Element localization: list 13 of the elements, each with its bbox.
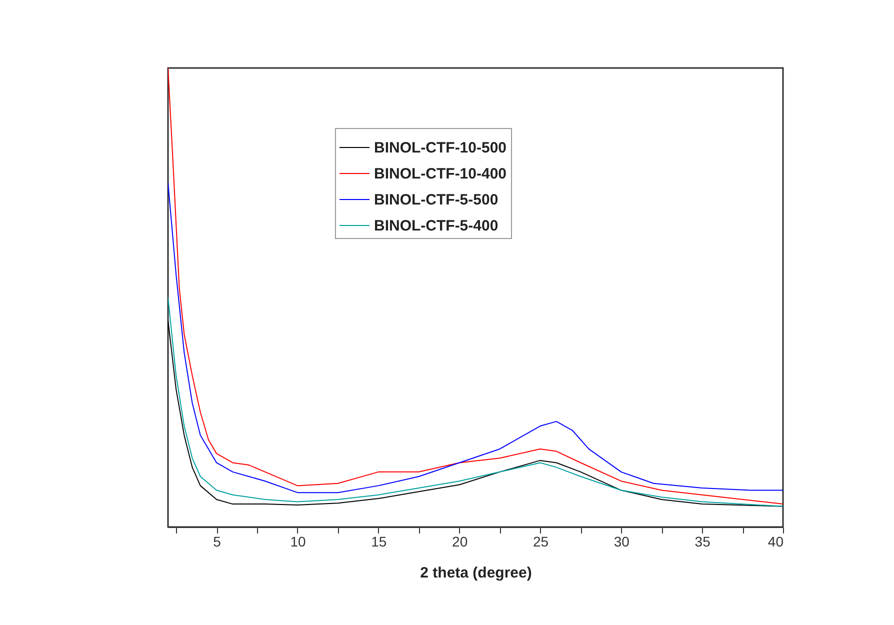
- x-tick-label: 25: [532, 534, 549, 550]
- x-tick-label: 35: [694, 534, 711, 550]
- x-tick-label: 15: [371, 534, 387, 550]
- legend-label: BINOL-CTF-10-500: [374, 140, 507, 156]
- x-tick-label: 10: [290, 534, 306, 550]
- legend-label: BINOL-CTF-5-500: [374, 192, 498, 208]
- x-axis-title: 2 theta (degree): [420, 564, 532, 582]
- legend-label: BINOL-CTF-10-400: [374, 166, 507, 182]
- x-tick-label: 5: [213, 534, 222, 550]
- legend-label: BINOL-CTF-5-400: [374, 218, 498, 234]
- x-tick-label: 20: [452, 534, 468, 550]
- x-tick-label: 40: [768, 534, 784, 550]
- x-tick-label: 30: [614, 534, 630, 550]
